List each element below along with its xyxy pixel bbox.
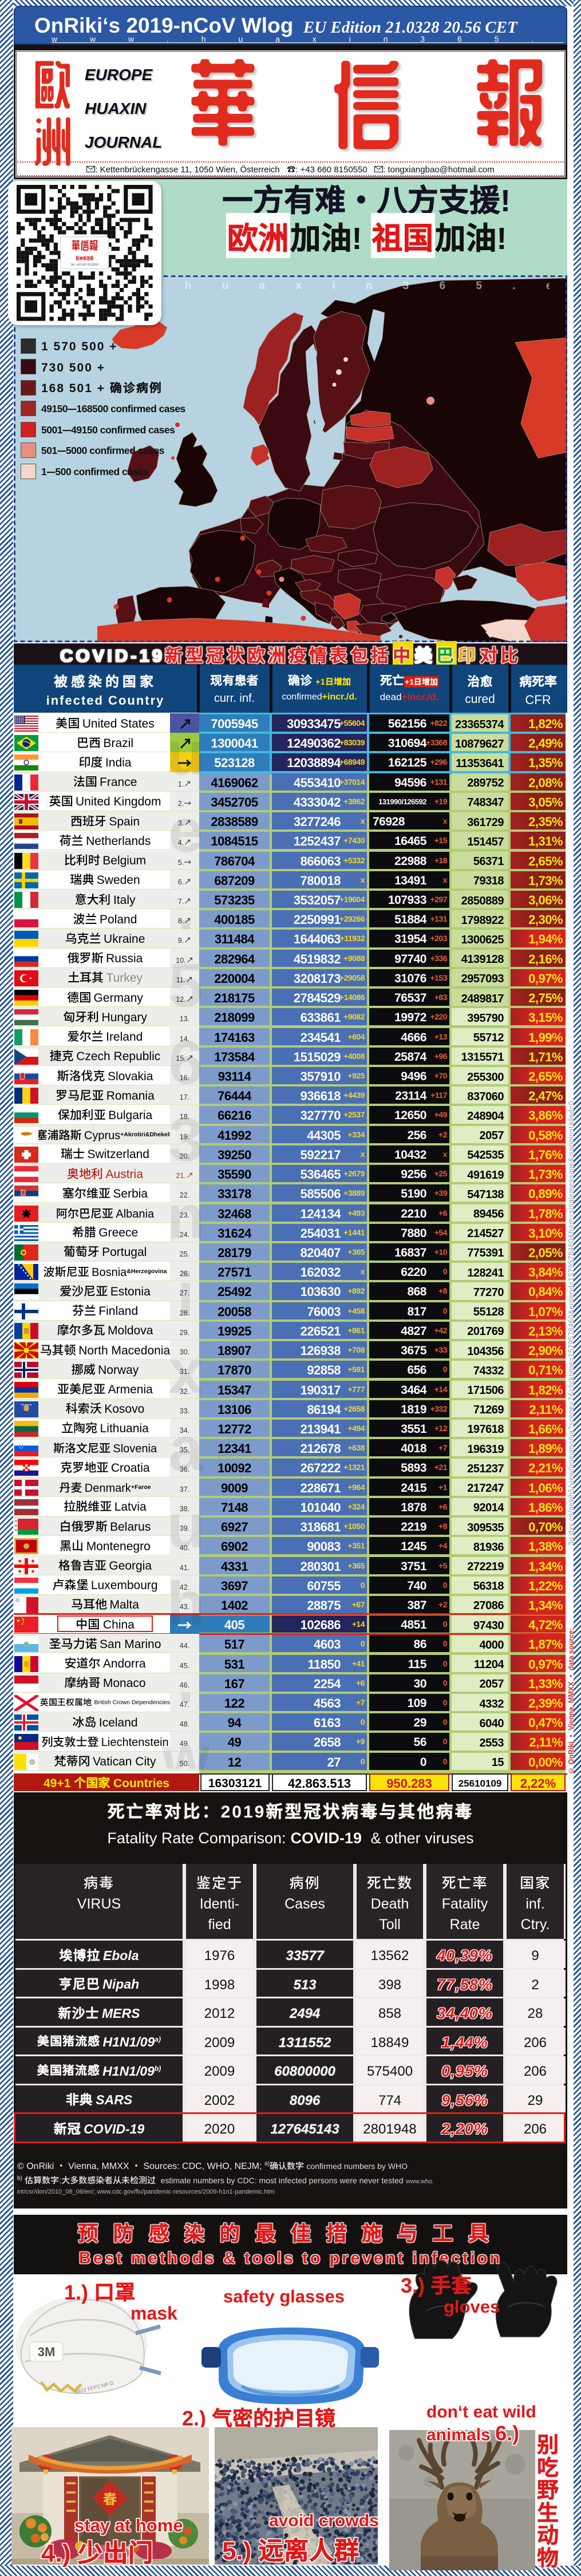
svg-text:春: 春 bbox=[103, 2488, 117, 2508]
svg-text:Tel. +43 660 8150550: Tel. +43 660 8150550 bbox=[71, 263, 98, 267]
svg-text:歐洲華信報: 歐洲華信報 bbox=[76, 256, 93, 260]
svg-text:3M: 3M bbox=[38, 2342, 56, 2360]
svg-text:華信報: 華信報 bbox=[72, 240, 98, 251]
